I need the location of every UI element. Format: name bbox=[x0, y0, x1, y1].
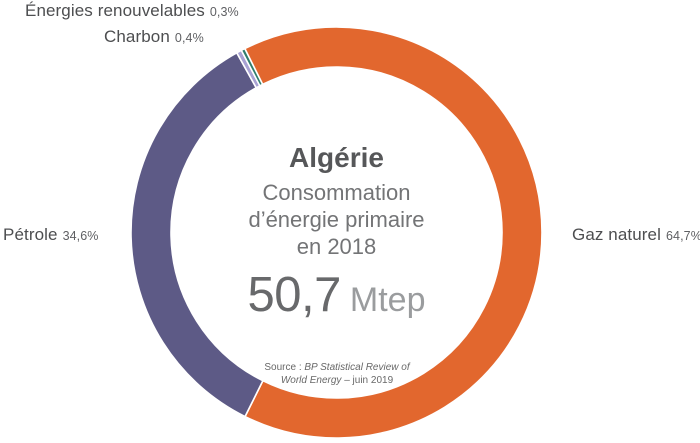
subtitle-line: d’énergie primaire bbox=[248, 207, 425, 232]
source-line: World Energy – juin 2019 bbox=[280, 375, 394, 386]
segment-label-text: Pétrole bbox=[3, 225, 58, 244]
segment-pct-text: 0,4% bbox=[174, 31, 204, 45]
segment-pct-text: 34,6% bbox=[62, 229, 99, 243]
label-gaz-naturel: Gaz naturel 64,7% bbox=[572, 225, 700, 245]
segment-pct-text: 64,7% bbox=[665, 229, 700, 243]
subtitle-line: Consommation bbox=[262, 180, 411, 205]
label-charbon: Charbon 0,4% bbox=[104, 27, 204, 47]
segment-label-text: Gaz naturel bbox=[572, 225, 661, 244]
source-line: Source : BP Statistical Review of bbox=[264, 362, 410, 373]
label-energies-renouvelables: Énergies renouvelables 0,3% bbox=[25, 1, 239, 21]
total-value: 50,7 bbox=[247, 268, 342, 322]
total-unit: Mtep bbox=[349, 281, 426, 319]
label-petrole: Pétrole 34,6% bbox=[3, 225, 99, 245]
chart-subtitle: Consommation d’énergie primaire en 2018 bbox=[186, 179, 487, 260]
donut-segment-energies-renouvelables bbox=[240, 47, 264, 87]
segment-label-text: Charbon bbox=[104, 27, 170, 46]
country-title: Algérie bbox=[289, 142, 384, 173]
center-text: Algérie Consommation d’énergie primaire … bbox=[186, 142, 487, 323]
source-note: Source : BP Statistical Review of World … bbox=[187, 361, 487, 387]
total-consumption: 50,7 Mtep bbox=[186, 267, 487, 323]
subtitle-line: en 2018 bbox=[296, 234, 377, 259]
segment-pct-text: 0,3% bbox=[209, 5, 239, 19]
segment-label-text: Énergies renouvelables bbox=[25, 1, 205, 20]
donut-segment-gaz-naturel bbox=[244, 26, 543, 439]
